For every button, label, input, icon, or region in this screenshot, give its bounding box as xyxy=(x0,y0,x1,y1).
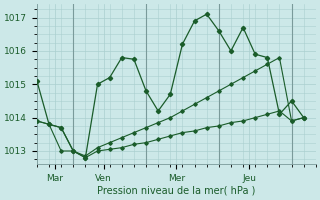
X-axis label: Pression niveau de la mer( hPa ): Pression niveau de la mer( hPa ) xyxy=(97,186,256,196)
